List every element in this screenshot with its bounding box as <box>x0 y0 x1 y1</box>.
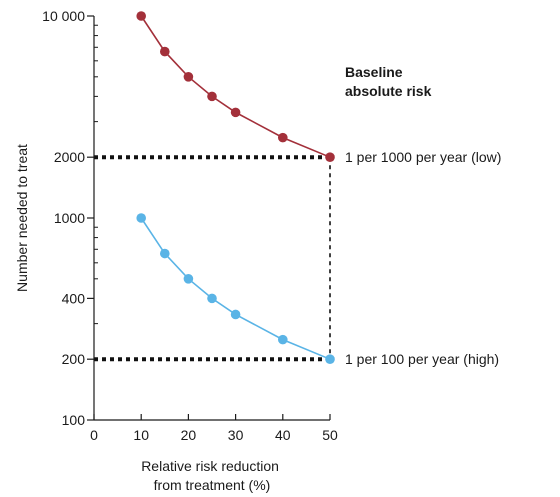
y-axis-ticks: 100 200 400 1000 2000 10 000 <box>42 8 98 428</box>
x-axis-title-line-1: Relative risk reduction <box>141 458 279 474</box>
y-tick-label: 100 <box>62 412 86 428</box>
legend-title-line-2: absolute risk <box>345 83 432 99</box>
legend-title: Baseline absolute risk <box>345 64 432 99</box>
series-point-0 <box>325 152 335 162</box>
series-point-1 <box>325 354 335 364</box>
y-tick-label: 400 <box>62 290 86 306</box>
series-point-0 <box>183 72 194 82</box>
series-point-0 <box>278 132 288 143</box>
series-point-1 <box>207 293 217 304</box>
series-point-0 <box>160 46 170 57</box>
y-tick-label: 2000 <box>54 149 85 165</box>
y-tick-label: 1000 <box>54 210 85 226</box>
series-point-0 <box>230 107 241 118</box>
x-tick-label: 0 <box>90 427 98 443</box>
x-axis-title-line-2: from treatment (%) <box>154 477 271 493</box>
y-tick-label: 200 <box>62 351 86 367</box>
series-point-1 <box>183 274 194 284</box>
series-point-1 <box>230 309 241 320</box>
y-axis-title: Number needed to treat <box>14 144 30 292</box>
data-series <box>136 11 335 364</box>
legend-title-line-1: Baseline <box>345 64 403 80</box>
x-tick-label: 40 <box>275 427 291 443</box>
series-point-1 <box>278 334 288 345</box>
series-label-low-risk: 1 per 1000 per year (low) <box>345 149 501 165</box>
series-point-1 <box>136 213 146 223</box>
series-point-1 <box>160 248 170 259</box>
x-axis-ticks: 0 10 20 30 40 50 <box>90 414 338 443</box>
x-tick-label: 30 <box>228 427 244 443</box>
x-tick-label: 10 <box>133 427 149 443</box>
x-tick-label: 50 <box>322 427 338 443</box>
series-line-1 <box>140 217 331 360</box>
series-point-0 <box>207 91 217 102</box>
x-axis-title: Relative risk reduction from treatment (… <box>141 458 283 493</box>
y-tick-label: 10 000 <box>42 8 85 24</box>
x-tick-label: 20 <box>181 427 197 443</box>
series-point-0 <box>136 11 146 21</box>
reference-lines <box>94 155 331 362</box>
series-line-0 <box>140 15 331 158</box>
series-label-high-risk: 1 per 100 per year (high) <box>345 351 499 367</box>
